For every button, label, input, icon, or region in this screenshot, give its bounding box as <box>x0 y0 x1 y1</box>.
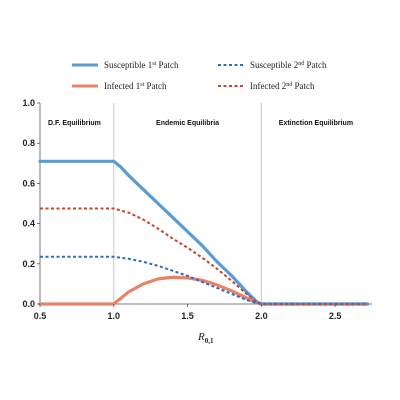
x-axis-title: R0,1 <box>197 331 214 345</box>
x-tick-label: 2.5 <box>329 311 342 321</box>
x-tick-label: 1.0 <box>108 311 121 321</box>
series-line-1 <box>38 159 370 306</box>
y-tick-label: 0.2 <box>22 259 35 269</box>
series-lines <box>38 159 370 306</box>
x-tick-label: 1.5 <box>181 311 194 321</box>
axis-titles: R0,1 <box>197 331 214 345</box>
x-tick-label: 2.0 <box>255 311 268 321</box>
legend-label-4: Infected 2nd Patch <box>250 81 315 91</box>
y-tick-label: 0.0 <box>22 299 35 309</box>
legend-label-2: Susceptible 2nd Patch <box>250 60 327 70</box>
series-line-2 <box>40 255 368 305</box>
series-line-4 <box>40 207 368 305</box>
region-label-3: Extinction Equilibrium <box>279 120 353 127</box>
legend-item-4: Infected 2nd Patch <box>218 81 315 91</box>
y-tick-label: 0.6 <box>22 178 35 188</box>
region-labels: D.F. Equilibrium Endemic Equilibria Extinc… <box>48 120 353 127</box>
x-tick-label: 0.5 <box>34 311 47 321</box>
y-axis-ticks: 0.0 0.2 0.4 0.6 0.8 1.0 <box>22 98 40 309</box>
legend-item-2: Susceptible 2nd Patch <box>218 60 327 70</box>
legend-item-1: Susceptible 1st Patch <box>72 60 179 70</box>
x-axis-ticks: 0.5 1.0 1.5 2.0 2.5 <box>34 304 342 321</box>
plot-frame <box>39 103 372 305</box>
y-tick-label: 0.4 <box>22 219 35 229</box>
region-divider-lines <box>113 103 262 304</box>
y-tick-label: 1.0 <box>22 98 35 108</box>
y-tick-label: 0.8 <box>22 138 35 148</box>
legend-label-3: Infected 1st Patch <box>104 81 167 91</box>
region-label-2: Endemic Equilibria <box>156 120 219 127</box>
legend: Susceptible 1st Patch Susceptible 2nd Pat… <box>72 60 327 91</box>
series-line-3 <box>38 275 370 306</box>
region-label-1: D.F. Equilibrium <box>48 120 101 127</box>
legend-label-1: Susceptible 1st Patch <box>104 60 179 70</box>
legend-item-3: Infected 1st Patch <box>72 81 167 91</box>
